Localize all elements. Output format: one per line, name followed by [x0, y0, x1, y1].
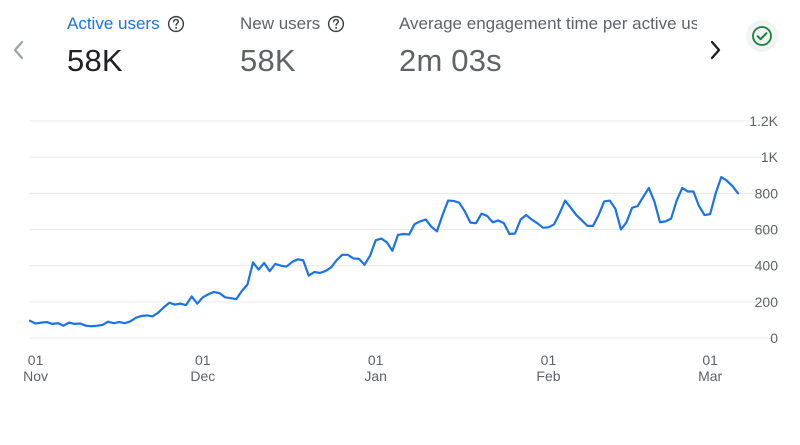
data-point: [673, 197, 681, 205]
series-line: [28, 175, 740, 328]
line-chart: 1.2K1K800600400200001Nov01Dec01Jan01Feb0…: [23, 113, 779, 384]
data-point: [366, 252, 374, 260]
data-point: [706, 210, 714, 218]
check-circle-icon: [752, 26, 772, 46]
data-point: [188, 292, 196, 300]
data-point: [455, 199, 463, 207]
data-point: [388, 247, 396, 255]
data-point: [639, 193, 647, 201]
data-point: [422, 216, 430, 224]
data-point: [360, 261, 368, 269]
data-point: [712, 189, 720, 197]
data-point: [255, 266, 263, 274]
data-point: [355, 255, 363, 263]
metric-label: Average engagement time per active us: [399, 14, 697, 34]
y-tick-label: 800: [755, 185, 779, 201]
data-point: [232, 295, 240, 303]
chevron-right-icon: [710, 40, 721, 60]
data-point: [734, 189, 742, 197]
data-point: [383, 238, 391, 246]
data-point: [667, 215, 675, 223]
y-tick-label: 0: [770, 330, 778, 346]
data-point: [595, 211, 603, 219]
x-tick-month: Jan: [364, 368, 387, 384]
data-point: [472, 219, 480, 227]
metric-value: 2m 03s: [399, 43, 502, 78]
x-tick-day: 01: [28, 352, 44, 368]
data-point: [483, 212, 491, 220]
x-tick-month: Nov: [23, 368, 48, 384]
prev-metric-button[interactable]: [6, 36, 30, 64]
y-tick-label: 600: [755, 222, 779, 238]
data-point: [433, 227, 441, 235]
x-tick-day: 01: [541, 352, 557, 368]
y-tick-label: 1.2K: [749, 113, 778, 129]
data-point: [327, 263, 335, 271]
x-tick-month: Dec: [190, 368, 215, 384]
data-point: [193, 300, 201, 308]
status-button[interactable]: [746, 20, 778, 52]
data-point: [461, 207, 469, 215]
x-tick-month: Mar: [698, 368, 722, 384]
data-point: [689, 188, 697, 196]
data-point: [266, 267, 274, 275]
metric-avg-engagement-time[interactable]: Average engagement time per active us 2m…: [399, 14, 697, 79]
x-tick-day: 01: [368, 352, 384, 368]
data-point: [561, 197, 569, 205]
x-tick-day: 01: [702, 352, 718, 368]
data-point: [500, 219, 508, 227]
metric-label-text: New users: [240, 14, 321, 33]
data-point: [606, 197, 614, 205]
data-point: [249, 258, 257, 266]
data-point: [645, 184, 653, 192]
data-point: [650, 197, 658, 205]
data-point: [182, 301, 190, 309]
metric-label-text: Active users: [67, 14, 160, 33]
data-point: [556, 209, 564, 217]
data-point: [623, 218, 631, 226]
data-point: [260, 259, 268, 267]
metric-value: 58K: [240, 43, 296, 78]
data-point: [511, 229, 519, 237]
y-tick-label: 200: [755, 294, 779, 310]
metric-label: New users: [240, 14, 345, 34]
help-circle-icon[interactable]: [167, 15, 185, 33]
data-point: [611, 205, 619, 213]
x-tick-day: 01: [195, 352, 211, 368]
metric-value: 58K: [67, 43, 123, 78]
data-point: [550, 220, 558, 228]
data-point: [299, 256, 307, 264]
metric-label: Active users: [67, 14, 185, 34]
metric-active-users[interactable]: Active users 58K: [67, 14, 185, 79]
chevron-left-icon: [13, 40, 24, 60]
data-point: [405, 231, 413, 239]
metric-label-text: Average engagement time per active us: [399, 14, 697, 33]
y-tick-label: 1K: [761, 149, 779, 165]
data-point: [634, 202, 642, 210]
data-point: [617, 226, 625, 234]
data-point: [589, 222, 597, 230]
data-point: [695, 202, 703, 210]
next-metric-button[interactable]: [704, 36, 728, 64]
metric-new-users[interactable]: New users 58K: [240, 14, 345, 79]
data-point: [567, 204, 575, 212]
data-point: [238, 287, 246, 295]
help-circle-icon[interactable]: [327, 15, 345, 33]
x-tick-month: Feb: [536, 368, 560, 384]
y-tick-label: 400: [755, 258, 779, 274]
data-point: [439, 211, 447, 219]
data-point: [728, 182, 736, 190]
data-point: [243, 281, 251, 289]
